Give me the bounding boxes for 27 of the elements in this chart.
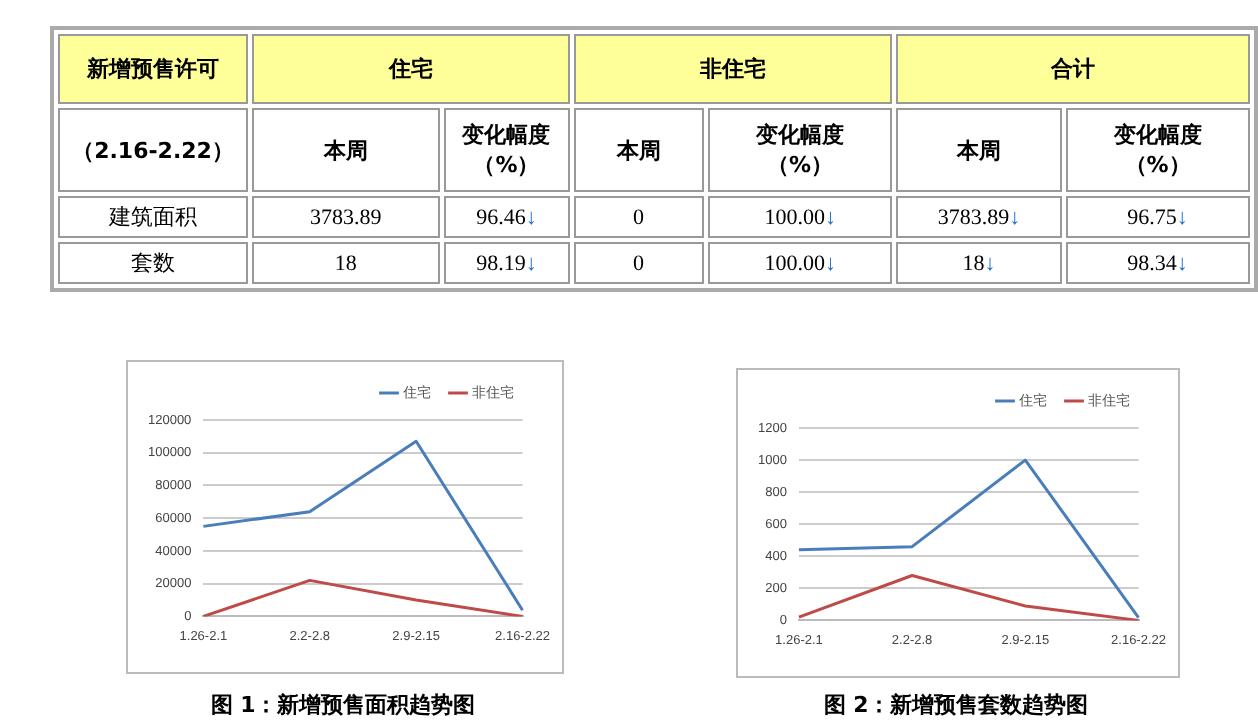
text: 0 (573, 242, 704, 284)
text: 18↓ (896, 242, 1062, 284)
text: 变化幅度（%） (443, 108, 570, 192)
text: 3783.89↓ (896, 196, 1062, 238)
text: 96.46↓ (443, 196, 570, 238)
text: 0 (573, 196, 704, 238)
text: 3783.89 (252, 196, 440, 238)
text: 100.00↓ (707, 242, 893, 284)
text: 18 (252, 242, 440, 284)
text: 新增预售许可 (58, 34, 249, 104)
text: 合计 (896, 34, 1250, 104)
text: 住宅 (252, 34, 570, 104)
text: （2.16-2.22） (58, 108, 249, 192)
text: 98.19↓ (443, 242, 570, 284)
text: 98.34↓ (1065, 242, 1250, 284)
text: 图 2：新增预售套数趋势图 (821, 690, 1091, 720)
text: 本周 (252, 108, 440, 192)
text: 100.00↓ (707, 196, 893, 238)
text: 变化幅度（%） (707, 108, 893, 192)
text: 套数 (58, 242, 249, 284)
text: 本周 (896, 108, 1062, 192)
text: 建筑面积 (58, 196, 249, 238)
text: 变化幅度（%） (1065, 108, 1250, 192)
text: 本周 (573, 108, 704, 192)
text: 96.75↓ (1065, 196, 1250, 238)
text: 图 1：新增预售面积趋势图 (208, 690, 478, 720)
text: 非住宅 (573, 34, 893, 104)
